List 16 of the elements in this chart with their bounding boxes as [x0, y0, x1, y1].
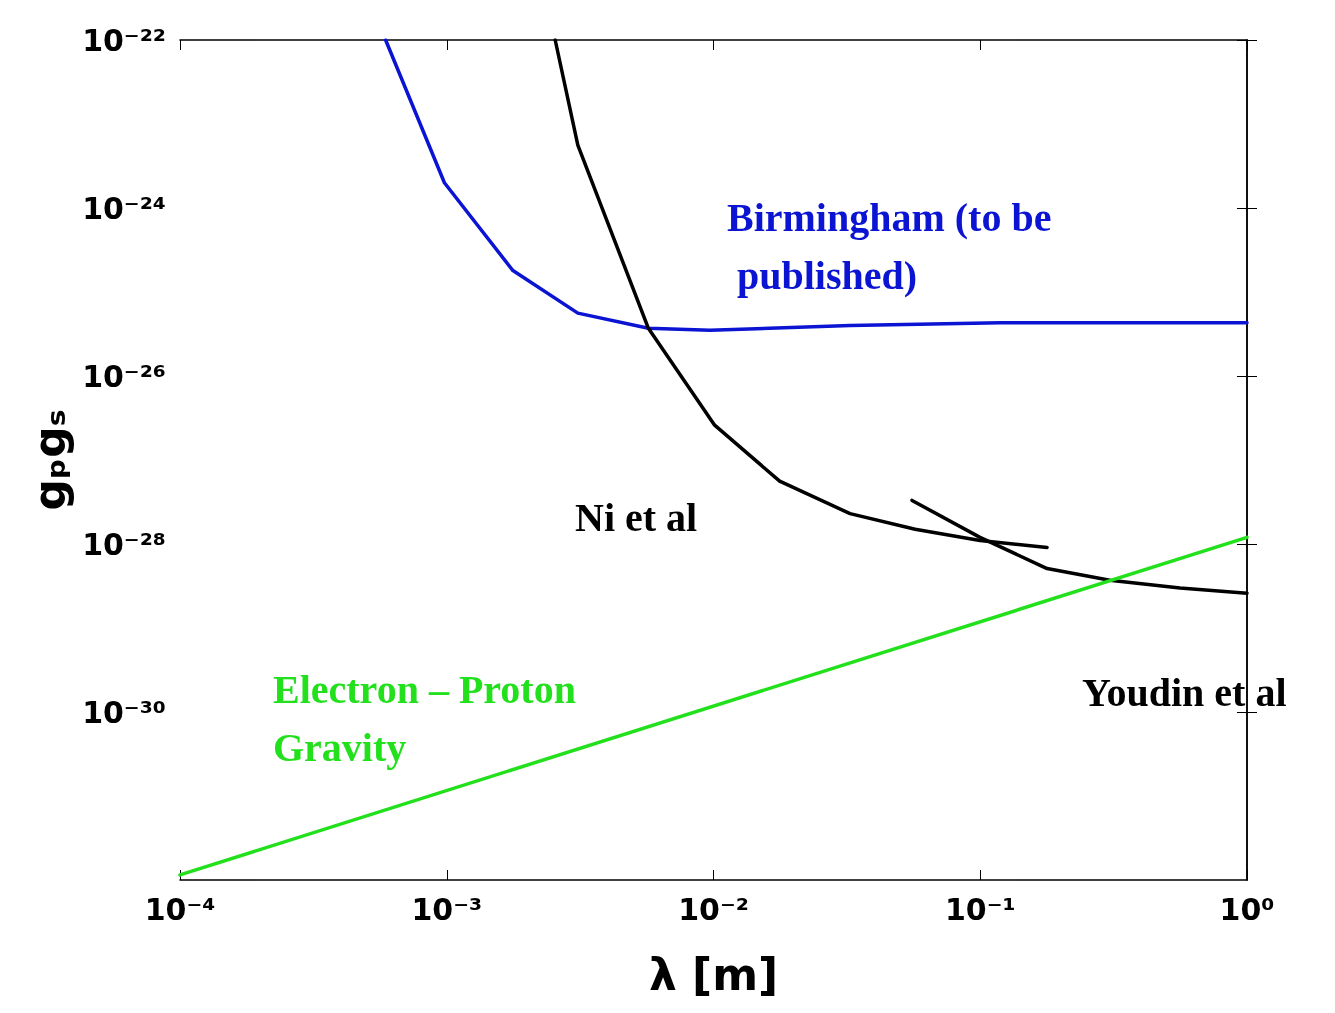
series-label: Ni et al — [575, 494, 698, 540]
y-axis-title: gₚgₛ — [23, 409, 75, 511]
y-tick-label: 10⁻²⁶ — [82, 358, 166, 394]
x-tick-label: 10⁻² — [678, 891, 749, 927]
x-tick-label: 10⁻³ — [411, 891, 483, 927]
y-tick-label: 10⁻³⁰ — [82, 694, 166, 730]
y-tick-label: 10⁻²² — [82, 22, 166, 58]
y-tick-label: 10⁻²⁴ — [82, 190, 166, 226]
x-tick-label: 10⁰ — [1219, 891, 1275, 927]
x-tick-label: 10⁻¹ — [944, 891, 1016, 927]
x-axis-title: λ [m] — [648, 948, 779, 1000]
x-tick-label: 10⁻⁴ — [144, 891, 216, 927]
text: Youdin et al — [1082, 669, 1287, 715]
series-label: Birmingham (to be published) — [727, 194, 1052, 298]
y-tick-label: 10⁻²⁸ — [82, 526, 166, 562]
series-label: Electron – Proton Gravity — [273, 666, 586, 770]
